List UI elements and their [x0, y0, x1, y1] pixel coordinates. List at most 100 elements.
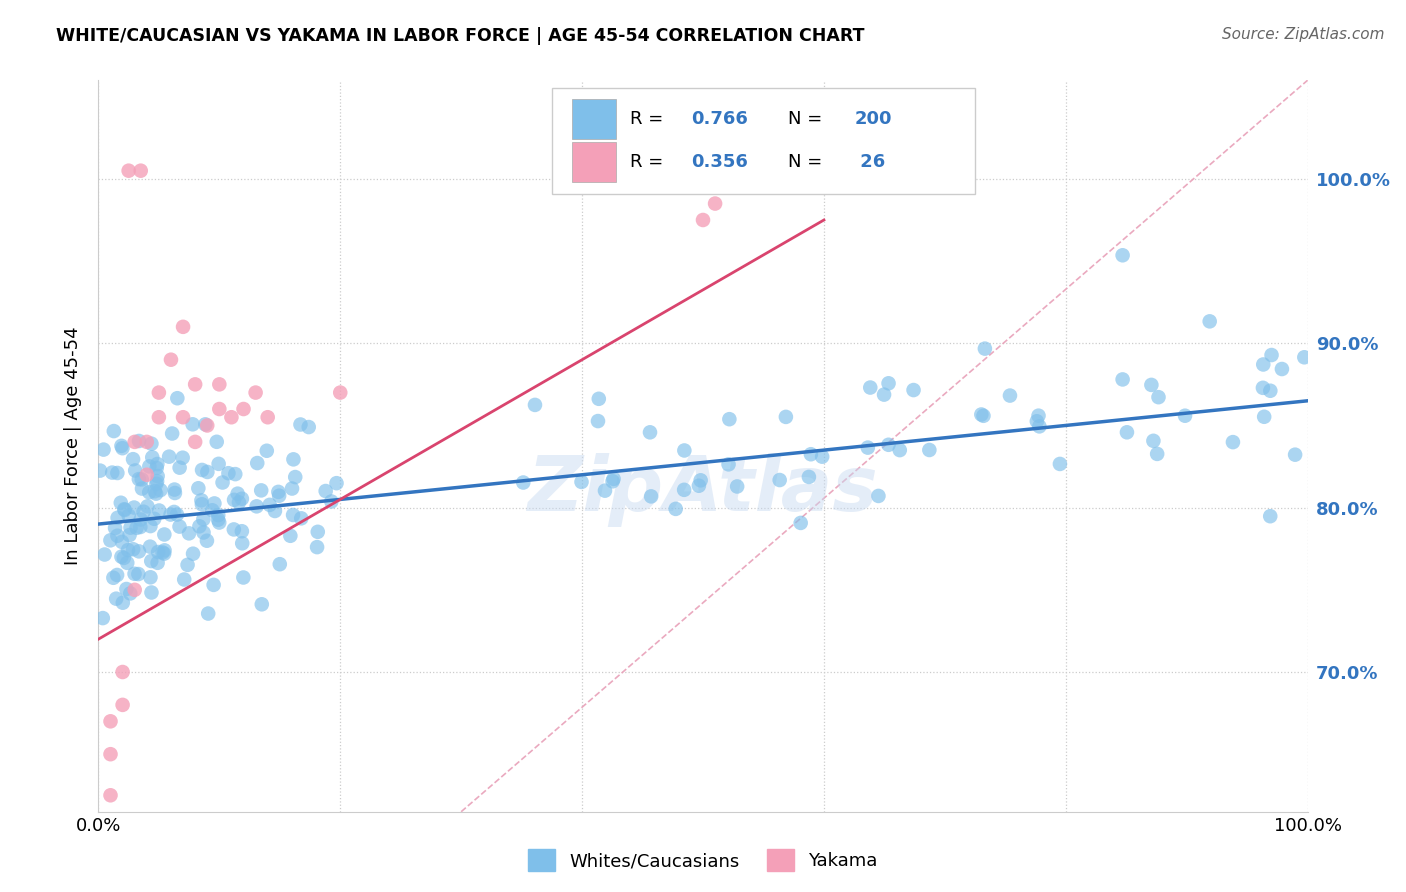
Point [1294, 351, 1316, 365]
Point [232, 402, 254, 417]
Point [146, 469, 169, 483]
Point [124, 463, 146, 477]
Point [173, 573, 195, 587]
Point [166, 391, 188, 405]
Point [153, 543, 176, 558]
Point [256, 443, 278, 458]
Point [89, 464, 111, 478]
Point [290, 511, 312, 525]
Point [111, 665, 134, 679]
Point [120, 521, 142, 535]
Point [146, 545, 169, 559]
Point [157, 450, 180, 464]
Point [118, 163, 141, 178]
Point [128, 434, 150, 448]
Point [191, 497, 214, 511]
Point [112, 550, 135, 565]
Point [972, 409, 994, 423]
Point [181, 547, 204, 561]
Point [718, 412, 741, 426]
Point [115, 582, 138, 596]
Point [281, 508, 304, 522]
Point [193, 525, 215, 540]
Point [195, 533, 218, 548]
Point [129, 512, 152, 526]
Point [1025, 414, 1047, 428]
Point [163, 483, 186, 497]
Point [195, 465, 218, 479]
Point [1111, 248, 1133, 262]
Point [93, 442, 115, 457]
Point [101, 466, 124, 480]
Point [125, 521, 148, 535]
Point [148, 410, 170, 425]
Point [124, 582, 146, 597]
Point [111, 441, 134, 455]
Point [181, 417, 204, 432]
Point [1271, 362, 1294, 376]
Point [281, 482, 304, 496]
Point [673, 443, 696, 458]
Point [139, 519, 162, 533]
Point [231, 524, 253, 539]
Point [775, 409, 797, 424]
Point [246, 500, 269, 514]
Point [665, 501, 688, 516]
Point [602, 472, 624, 486]
Point [148, 503, 170, 517]
Point [131, 482, 153, 496]
Text: Source: ZipAtlas.com: Source: ZipAtlas.com [1222, 27, 1385, 42]
Point [307, 524, 329, 539]
Point [201, 503, 224, 517]
Point [284, 470, 307, 484]
Point [118, 528, 141, 542]
Point [176, 558, 198, 572]
Point [127, 567, 149, 582]
Point [717, 458, 740, 472]
Point [191, 463, 214, 477]
Point [135, 434, 157, 449]
Point [208, 377, 231, 392]
Point [688, 479, 710, 493]
Point [163, 505, 186, 519]
Text: R =: R = [630, 153, 669, 171]
Text: 0.356: 0.356 [690, 153, 748, 171]
Point [105, 466, 128, 480]
Point [169, 519, 191, 533]
Point [202, 578, 225, 592]
Point [1284, 448, 1306, 462]
Point [859, 380, 882, 394]
Point [1198, 314, 1220, 328]
Point [973, 342, 995, 356]
Point [141, 554, 163, 568]
Point [114, 503, 136, 517]
Point [146, 457, 169, 471]
Point [124, 566, 146, 581]
Point [172, 450, 194, 465]
Point [107, 529, 129, 543]
Point [163, 486, 186, 500]
Point [195, 418, 218, 433]
Point [1028, 419, 1050, 434]
Point [187, 481, 209, 495]
Point [117, 556, 139, 570]
Point [193, 512, 215, 526]
Point [593, 483, 616, 498]
Point [153, 547, 176, 561]
Point [166, 508, 188, 522]
Point [160, 352, 183, 367]
Point [217, 467, 239, 481]
Point [146, 474, 169, 488]
Point [1142, 434, 1164, 448]
Point [177, 526, 200, 541]
Point [160, 426, 183, 441]
Point [602, 475, 624, 489]
Point [111, 698, 134, 712]
Point [118, 508, 141, 523]
Point [769, 473, 792, 487]
Point [143, 484, 166, 499]
Point [100, 533, 122, 548]
Point [1260, 384, 1282, 398]
Point [139, 540, 162, 554]
Point [1028, 409, 1050, 423]
